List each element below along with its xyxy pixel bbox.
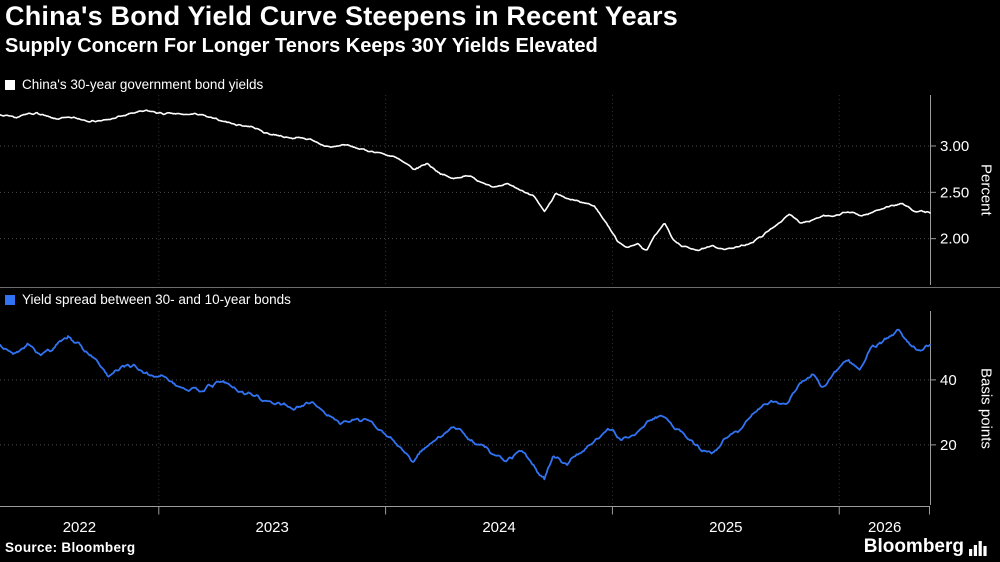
chart-title: China's Bond Yield Curve Steepens in Rec… — [5, 1, 678, 31]
yield-panel-plot: 3.00 2.50 2.00 — [0, 95, 969, 285]
x-axis-year-label: 2026 — [868, 519, 901, 536]
legend-swatch-white-icon — [5, 79, 15, 90]
legend-swatch-blue-icon — [5, 294, 15, 305]
x-axis-year-label: 2023 — [256, 519, 289, 536]
svg-text:3.00: 3.00 — [940, 138, 969, 155]
spread-line — [0, 328, 931, 481]
x-axis-year-label: 2025 — [709, 519, 742, 536]
basis-points-axis-label: Basis points — [977, 367, 995, 449]
x-axis-year-label: 2022 — [63, 519, 96, 536]
bloomberg-logo: Bloomberg — [864, 537, 988, 556]
svg-text:20: 20 — [940, 437, 957, 454]
spread-panel-plot: 40 20 — [0, 311, 957, 505]
source-attribution: Source: Bloomberg — [5, 540, 136, 555]
x-axis-year-label: 2024 — [482, 519, 515, 536]
panel-separator — [0, 287, 1000, 288]
svg-text:2.50: 2.50 — [940, 184, 969, 201]
percent-axis-label: Percent — [977, 164, 995, 216]
svg-text:2.00: 2.00 — [940, 231, 969, 248]
svg-text:40: 40 — [940, 372, 957, 389]
legend-bottom-panel: Yield spread between 30- and 10-year bon… — [5, 292, 291, 307]
yield-line — [0, 109, 931, 252]
x-axis: 2022 2023 2024 2025 2026 — [0, 506, 930, 536]
bloomberg-chart-icon — [969, 541, 987, 556]
legend-top-label: China's 30-year government bond yields — [22, 77, 264, 92]
bloomberg-wordmark: Bloomberg — [863, 536, 964, 557]
chart-subtitle: Supply Concern For Longer Tenors Keeps 3… — [5, 35, 598, 57]
legend-bottom-label: Yield spread between 30- and 10-year bon… — [22, 292, 291, 307]
legend-top-panel: China's 30-year government bond yields — [5, 77, 263, 92]
